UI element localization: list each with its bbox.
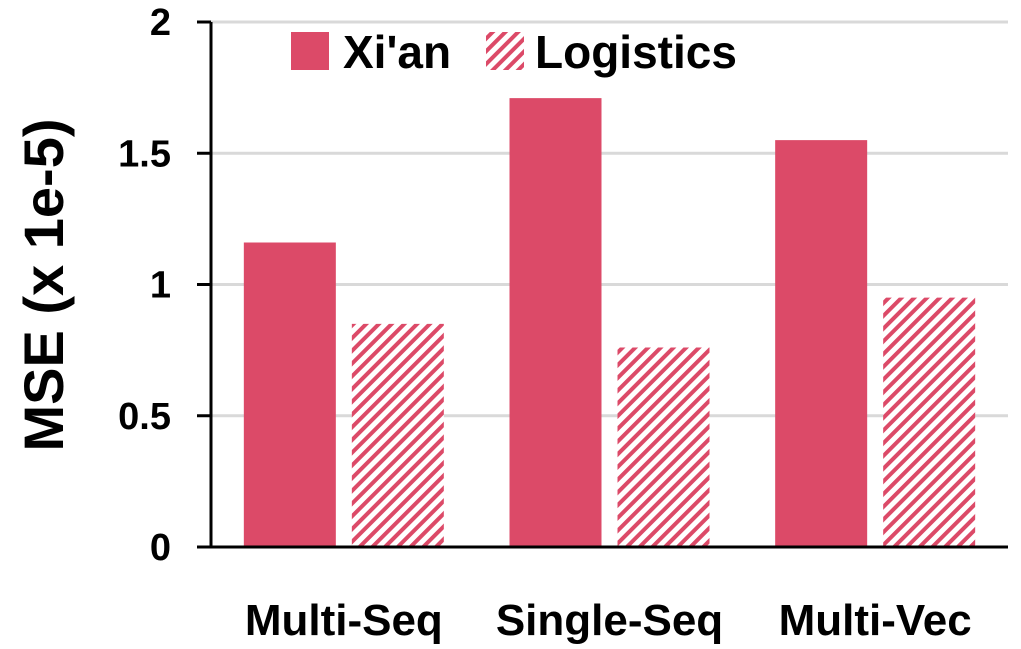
legend-swatch bbox=[291, 32, 329, 70]
y-tick-labels: 0 0.5 1 1.5 2 bbox=[118, 2, 171, 569]
bar-multi-vec-logistics bbox=[883, 297, 976, 547]
legend-swatch bbox=[486, 32, 524, 70]
x-category-label: Single-Seq bbox=[496, 596, 723, 645]
x-category-label: Multi-Seq bbox=[245, 596, 443, 645]
bar-single-seq-logistics bbox=[617, 347, 710, 547]
legend-label: Xi'an bbox=[343, 26, 451, 78]
y-tick-label: 1 bbox=[150, 265, 171, 307]
legend: Xi'an Logistics bbox=[291, 26, 737, 78]
bar-single-seq-xian bbox=[509, 98, 602, 547]
bar-multi-seq-logistics bbox=[351, 323, 444, 547]
bar-multi-seq-xian bbox=[243, 242, 336, 547]
y-tick-label: 2 bbox=[150, 2, 171, 44]
bars bbox=[243, 98, 976, 547]
axes bbox=[197, 20, 1008, 549]
y-axis-label: MSE (x 1e-5) bbox=[12, 119, 75, 452]
y-tick-label: 0 bbox=[150, 527, 171, 569]
x-category-label: Multi-Vec bbox=[779, 596, 972, 645]
bar-multi-vec-xian bbox=[775, 140, 868, 547]
gridlines bbox=[211, 20, 1008, 418]
y-tick-label: 0.5 bbox=[118, 396, 171, 438]
y-tick-label: 1.5 bbox=[118, 133, 171, 175]
legend-label: Logistics bbox=[535, 26, 737, 78]
x-category-labels: Multi-Seq Single-Seq Multi-Vec bbox=[245, 596, 972, 645]
